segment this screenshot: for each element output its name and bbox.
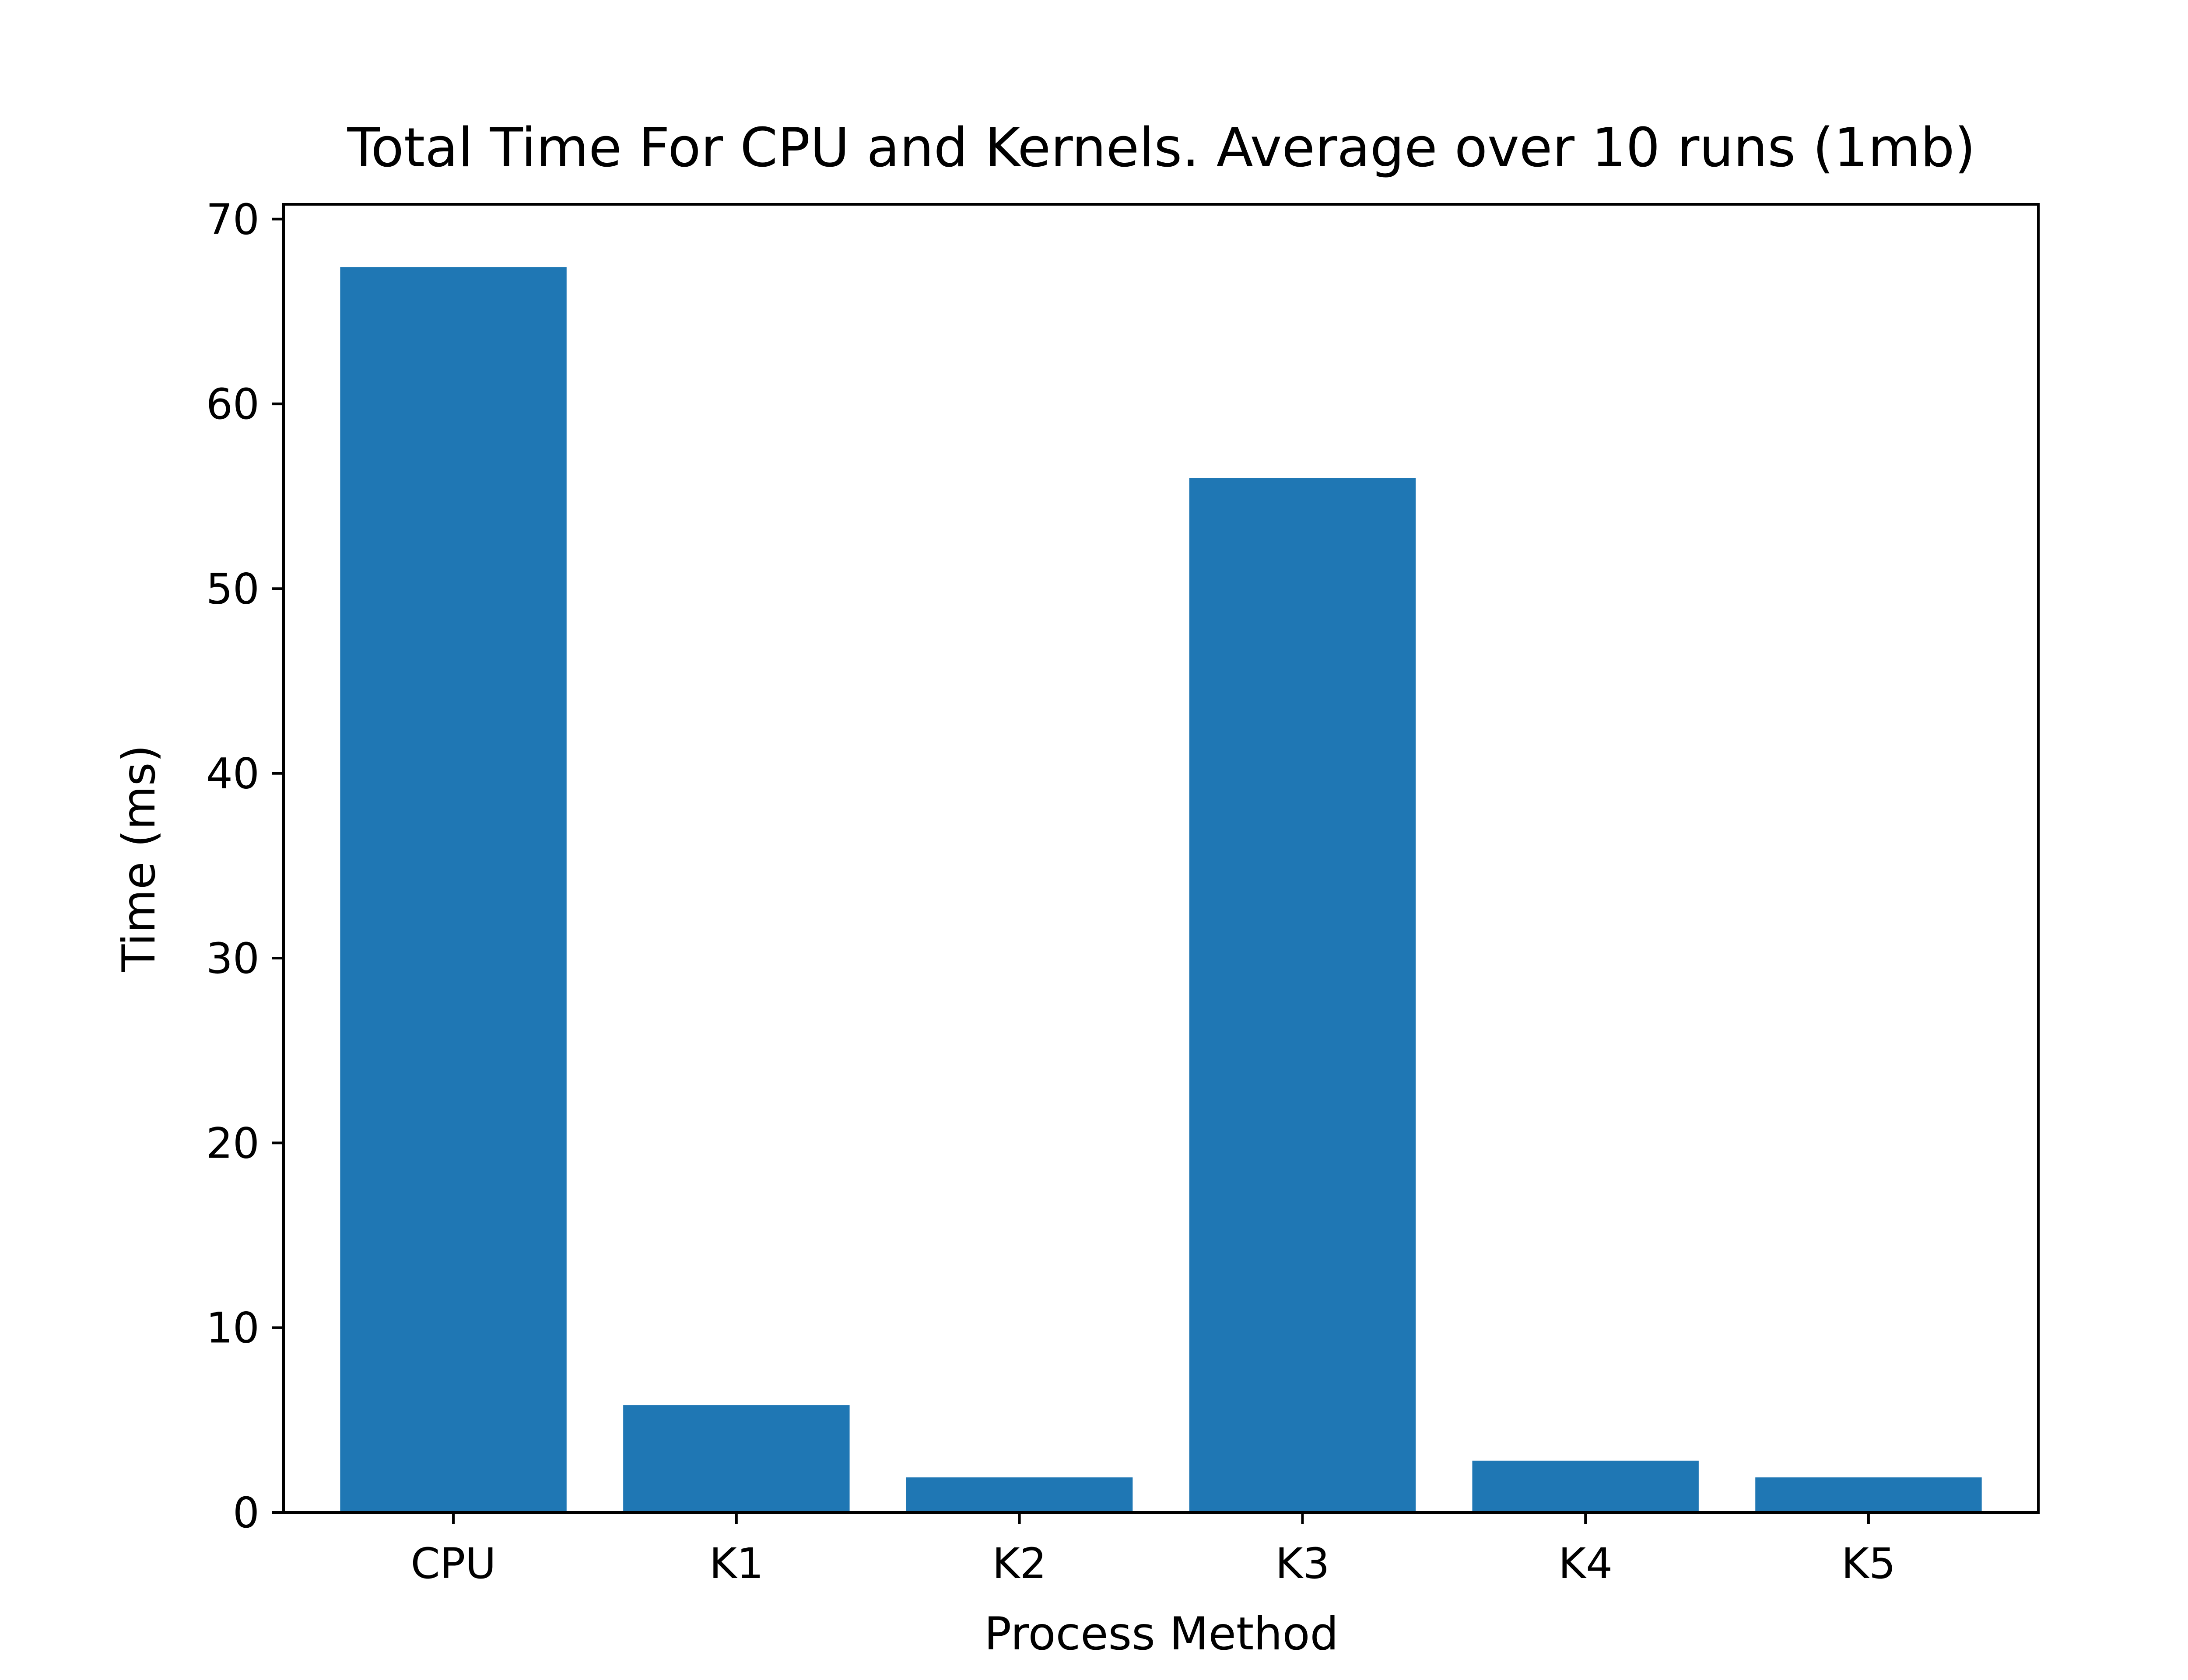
bar-k1 bbox=[623, 1405, 850, 1512]
bar-cpu bbox=[340, 267, 567, 1512]
x-tick-label: K5 bbox=[1841, 1539, 1896, 1588]
bar-k3 bbox=[1189, 478, 1416, 1512]
y-tick-label: 30 bbox=[206, 934, 259, 983]
x-tick-label: K4 bbox=[1558, 1539, 1613, 1588]
x-tick-label: K1 bbox=[709, 1539, 764, 1588]
bar-k4 bbox=[1472, 1460, 1699, 1512]
y-tick-label: 20 bbox=[206, 1119, 259, 1168]
y-tick-label: 50 bbox=[206, 564, 259, 613]
x-axis-label: Process Method bbox=[984, 1608, 1339, 1660]
x-axis-ticks: CPU K1 K2 K3 K4 K5 bbox=[410, 1512, 1896, 1588]
y-tick-label: 70 bbox=[206, 195, 259, 244]
y-tick-label: 40 bbox=[206, 749, 259, 798]
bar-k5 bbox=[1755, 1477, 1982, 1512]
x-tick-label: K3 bbox=[1275, 1539, 1329, 1588]
chart-title: Total Time For CPU and Kernels. Average … bbox=[347, 117, 1975, 179]
plot-frame bbox=[282, 203, 2040, 1514]
y-tick-label: 10 bbox=[206, 1304, 259, 1353]
bar-k2 bbox=[906, 1477, 1133, 1512]
y-axis-label: Time (ms) bbox=[113, 745, 165, 972]
y-tick-label: 0 bbox=[233, 1488, 259, 1537]
x-tick-label: K2 bbox=[992, 1539, 1047, 1588]
x-tick-label: CPU bbox=[410, 1539, 496, 1588]
y-tick-label: 60 bbox=[206, 380, 259, 429]
bars-group bbox=[340, 267, 1982, 1512]
y-axis-ticks: 0 10 20 30 40 50 60 70 bbox=[206, 195, 284, 1537]
